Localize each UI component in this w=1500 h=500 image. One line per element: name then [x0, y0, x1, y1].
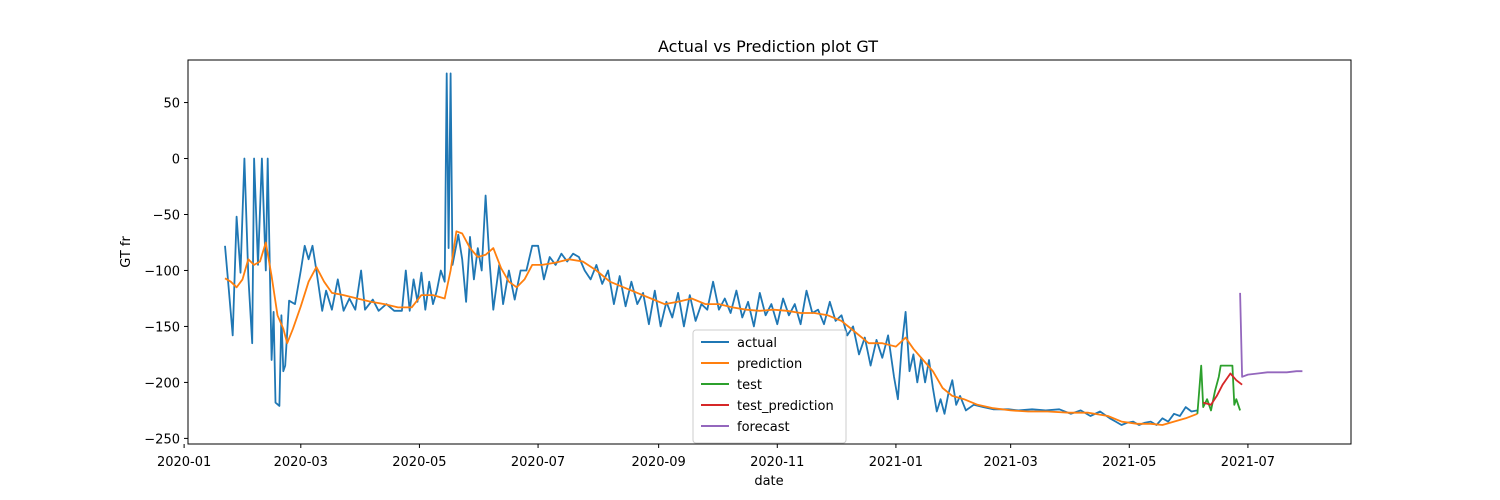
x-tick-label: 2020-03	[274, 455, 328, 470]
plot-frame	[187, 59, 1352, 445]
x-tick-label: 2020-09	[631, 455, 685, 470]
y-tick-label: −100	[144, 264, 180, 279]
legend: actual prediction test test_predictionforec…	[692, 329, 847, 444]
y-axis-label: GT fr	[119, 236, 134, 268]
legend-label-forecast: forecast	[737, 420, 790, 435]
legend-box	[692, 329, 847, 444]
legend-label-actual: actual	[737, 336, 777, 351]
legend-label-prediction: prediction	[737, 357, 802, 372]
y-tick-label: 0	[172, 153, 180, 168]
y-tick-label: −50	[153, 208, 180, 223]
x-tick-label: 2020-05	[392, 455, 446, 470]
x-tick-label: 2020-11	[750, 455, 804, 470]
chart-title: Actual vs Prediction plot GT	[658, 37, 878, 56]
y-tick-label: −150	[144, 320, 180, 335]
y-tick-label: 50	[163, 97, 180, 112]
series-line-prediction	[224, 230, 1198, 426]
x-axis-label: date	[754, 474, 783, 489]
x-tick-label: 2021-01	[869, 455, 923, 470]
legend-label-test_prediction: test_prediction	[737, 399, 834, 414]
series-line-actual	[224, 72, 1198, 426]
x-tick-label: 2020-01	[157, 455, 211, 470]
x-tick-label: 2021-03	[983, 455, 1037, 470]
x-tick-label: 2021-05	[1102, 455, 1156, 470]
series-line-test_prediction	[1202, 372, 1243, 406]
y-tick-label: −200	[144, 376, 180, 391]
series-line-test	[1196, 364, 1241, 414]
x-axis: 2020-01 2020-03 2020-05 2020-07 2020-09 2020-…	[157, 444, 1275, 470]
series-line-forecast	[1239, 292, 1303, 378]
legend-label-test: test	[737, 378, 762, 393]
series-layer	[224, 72, 1303, 426]
y-tick-label: −250	[144, 432, 180, 447]
x-tick-label: 2020-07	[511, 455, 565, 470]
y-axis: 50 0 −50 −100 −150 −200 −250	[144, 97, 188, 447]
x-tick-label: 2021-07	[1221, 455, 1275, 470]
